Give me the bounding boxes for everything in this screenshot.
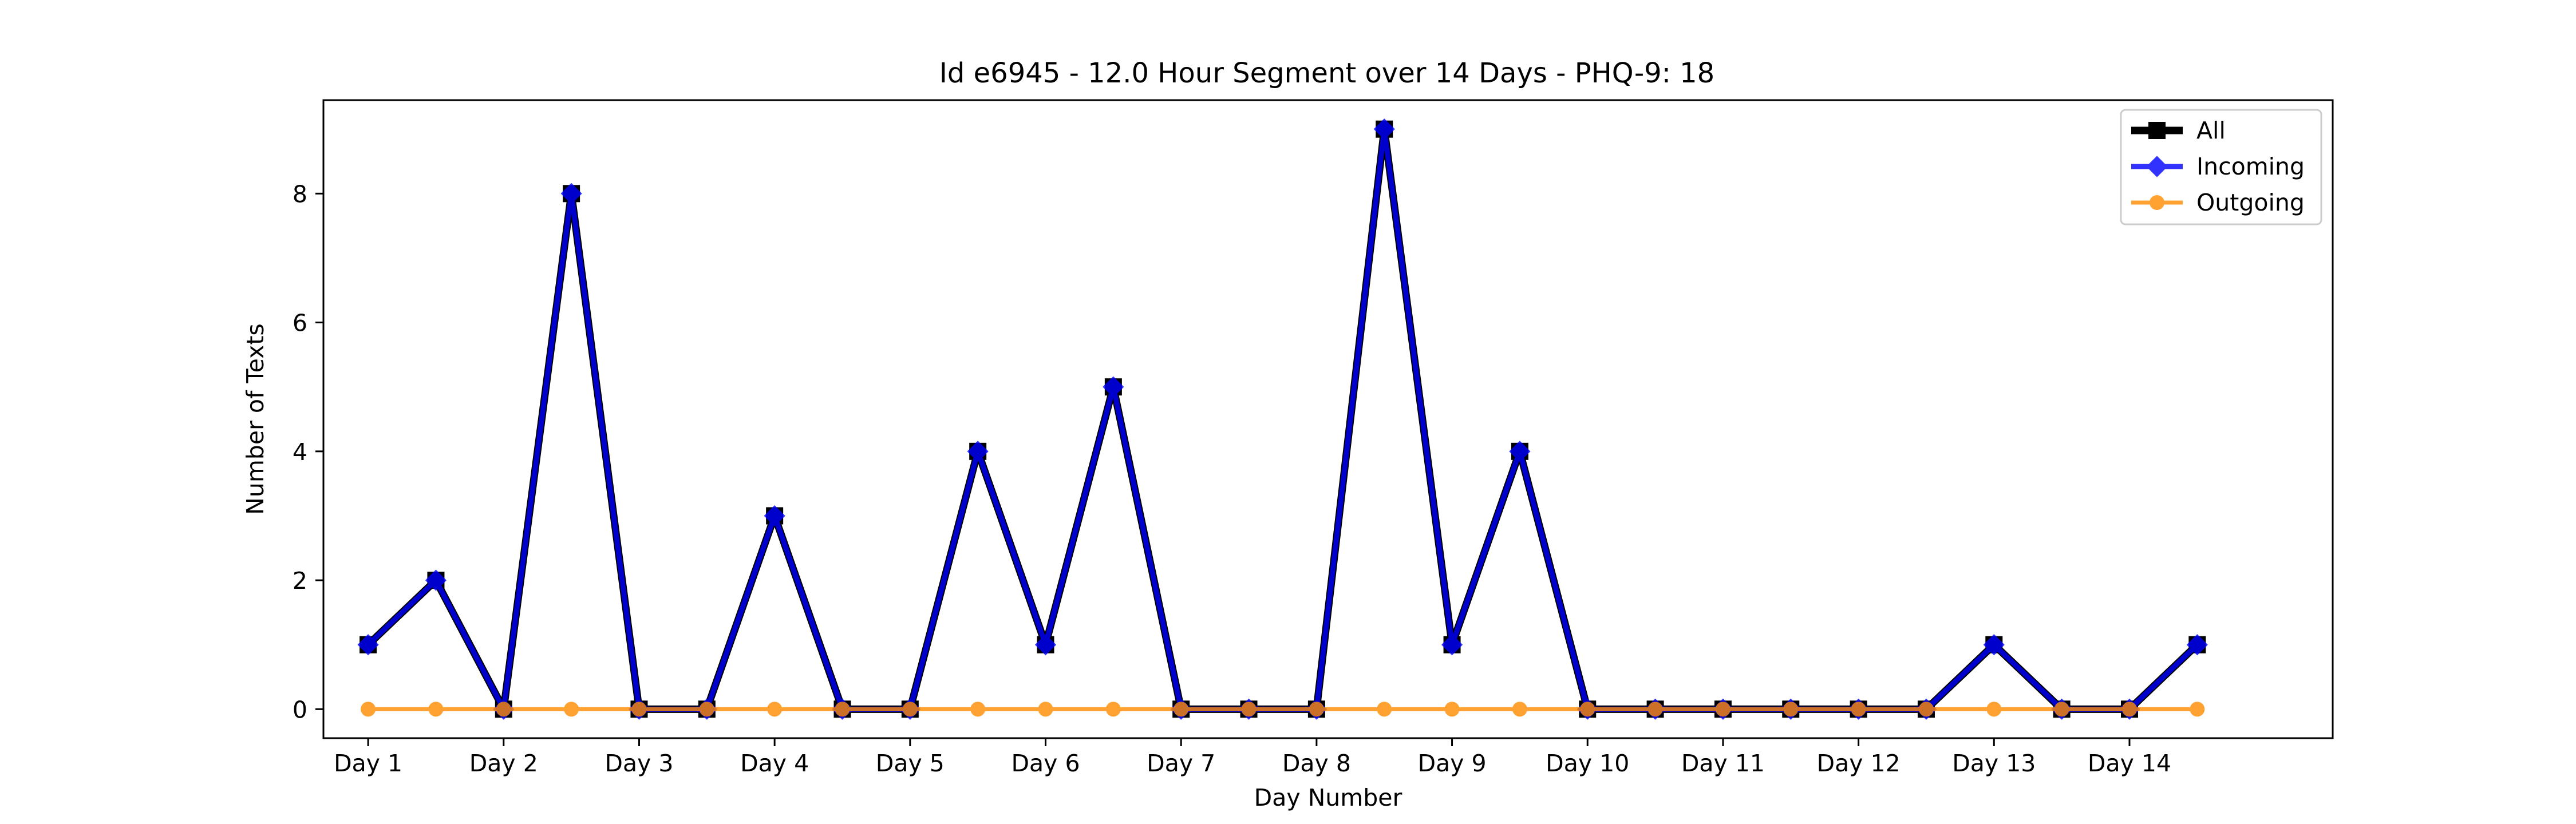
- data-point-incoming: [1034, 634, 1057, 656]
- x-tick-label: Day 6: [1011, 750, 1080, 777]
- data-point-outgoing: [1715, 702, 1730, 717]
- data-point-outgoing: [2190, 702, 2205, 717]
- data-point-outgoing: [1783, 702, 1799, 717]
- x-tick-label: Day 2: [469, 750, 538, 777]
- data-point-outgoing: [1309, 702, 1324, 717]
- data-point-incoming: [357, 634, 379, 656]
- x-tick-label: Day 3: [605, 750, 673, 777]
- legend-frame: [2120, 109, 2322, 225]
- chart-title: Id e6945 - 12.0 Hour Segment over 14 Day…: [939, 57, 1714, 89]
- data-point-incoming: [764, 505, 785, 527]
- legend: All Incoming Outgoing: [2120, 109, 2322, 225]
- data-point-incoming: [1373, 118, 1395, 140]
- data-point-outgoing: [1241, 702, 1257, 717]
- x-tick-label: Day 1: [334, 750, 402, 777]
- legend-label-incoming: Incoming: [2196, 153, 2305, 180]
- data-point-outgoing: [767, 702, 783, 717]
- legend-marker-outgoing: [2150, 195, 2164, 210]
- y-tick-label: 6: [293, 310, 307, 337]
- data-point-incoming: [967, 441, 989, 462]
- data-point-outgoing: [970, 702, 986, 717]
- data-point-outgoing: [902, 702, 918, 717]
- series-outgoing: [361, 702, 2205, 717]
- y-tick-label: 8: [293, 180, 307, 208]
- data-point-outgoing: [1377, 702, 1392, 717]
- x-axis-label: Day Number: [1254, 784, 1402, 811]
- data-point-outgoing: [1918, 702, 1934, 717]
- x-tick-label: Day 8: [1282, 750, 1351, 777]
- legend-marker-incoming: [2146, 156, 2168, 177]
- data-point-incoming: [1983, 634, 2005, 656]
- data-point-outgoing: [1986, 702, 2002, 717]
- data-point-outgoing: [835, 702, 850, 717]
- data-point-outgoing: [428, 702, 444, 717]
- data-point-outgoing: [1647, 702, 1663, 717]
- x-tick-label: Day 14: [2088, 750, 2171, 777]
- data-point-outgoing: [1512, 702, 1527, 717]
- y-tick-label: 2: [293, 567, 307, 595]
- y-tick-label: 0: [293, 696, 307, 723]
- data-point-incoming: [425, 569, 447, 591]
- data-point-outgoing: [2121, 702, 2137, 717]
- legend-item-outgoing: [2131, 195, 2183, 210]
- data-point-outgoing: [496, 702, 511, 717]
- x-tick-label: Day 12: [1817, 750, 1901, 777]
- data-point-outgoing: [1851, 702, 1866, 717]
- data-point-outgoing: [1105, 702, 1121, 717]
- x-tick-label: Day 4: [740, 750, 809, 777]
- data-point-outgoing: [361, 702, 376, 717]
- x-tick-label: Day 10: [1546, 750, 1629, 777]
- data-point-incoming: [1509, 441, 1531, 462]
- data-point-outgoing: [631, 702, 647, 717]
- data-point-outgoing: [2054, 702, 2069, 717]
- legend-item-all: [2131, 122, 2183, 139]
- data-point-incoming: [2186, 634, 2208, 656]
- data-point-outgoing: [1038, 702, 1053, 717]
- legend-label-all: All: [2196, 117, 2226, 144]
- legend-label-outgoing: Outgoing: [2196, 189, 2305, 216]
- data-point-incoming: [560, 183, 582, 204]
- x-tick-label: Day 7: [1147, 750, 1215, 777]
- data-point-outgoing: [1580, 702, 1595, 717]
- axes-frame: [322, 99, 2334, 739]
- plot-area: [357, 118, 2208, 720]
- legend-marker-all: [2148, 122, 2166, 139]
- data-point-outgoing: [564, 702, 579, 717]
- x-tick-label: Day 5: [876, 750, 945, 777]
- data-point-outgoing: [1444, 702, 1460, 717]
- data-point-outgoing: [699, 702, 714, 717]
- x-tick-label: Day 13: [1952, 750, 2036, 777]
- axes: Day 1 Day 2 Day 3 Day 4 Day 5 Day 6 Day 7 Day 8…: [293, 180, 2171, 777]
- data-point-incoming: [1441, 634, 1463, 656]
- x-tick-label: Day 9: [1418, 750, 1487, 777]
- y-tick-label: 4: [293, 438, 307, 466]
- x-tick-label: Day 11: [1681, 750, 1765, 777]
- legend-item-incoming: [2131, 156, 2183, 177]
- y-axis-label: Number of Texts: [242, 323, 269, 515]
- data-point-incoming: [1103, 376, 1124, 398]
- data-point-outgoing: [1174, 702, 1189, 717]
